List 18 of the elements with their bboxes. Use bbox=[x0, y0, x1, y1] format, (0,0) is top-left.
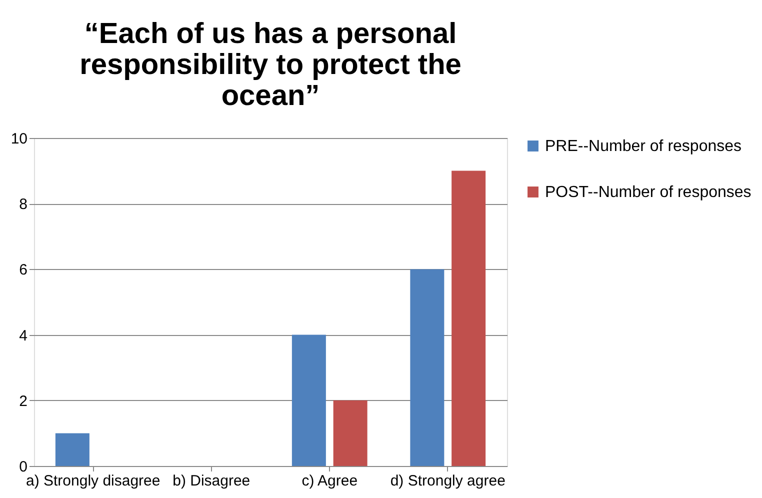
legend-label: POST--Number of responses bbox=[545, 184, 752, 201]
bar bbox=[410, 269, 444, 466]
bar bbox=[333, 400, 368, 466]
y-tick-label: 4 bbox=[19, 327, 28, 344]
y-tick-label: 2 bbox=[19, 392, 28, 410]
y-tick-label: 0 bbox=[19, 458, 28, 476]
y-tick-label: 8 bbox=[19, 196, 28, 214]
x-tick-label: b) Disagree bbox=[172, 472, 250, 490]
bar bbox=[292, 334, 326, 466]
x-tick-label: a) Strongly disagree bbox=[26, 472, 160, 490]
y-tick-label: 10 bbox=[10, 130, 28, 148]
bar bbox=[55, 433, 90, 466]
x-tick-label: d) Strongly agree bbox=[390, 472, 506, 490]
x-tick-label: c) Agree bbox=[302, 472, 358, 490]
bar bbox=[452, 170, 486, 466]
y-tick-label: 6 bbox=[19, 262, 28, 279]
chart-title: “Each of us has a personal responsibility to protect the ocean” bbox=[80, 18, 462, 112]
legend-label: PRE--Number of responses bbox=[545, 138, 742, 155]
